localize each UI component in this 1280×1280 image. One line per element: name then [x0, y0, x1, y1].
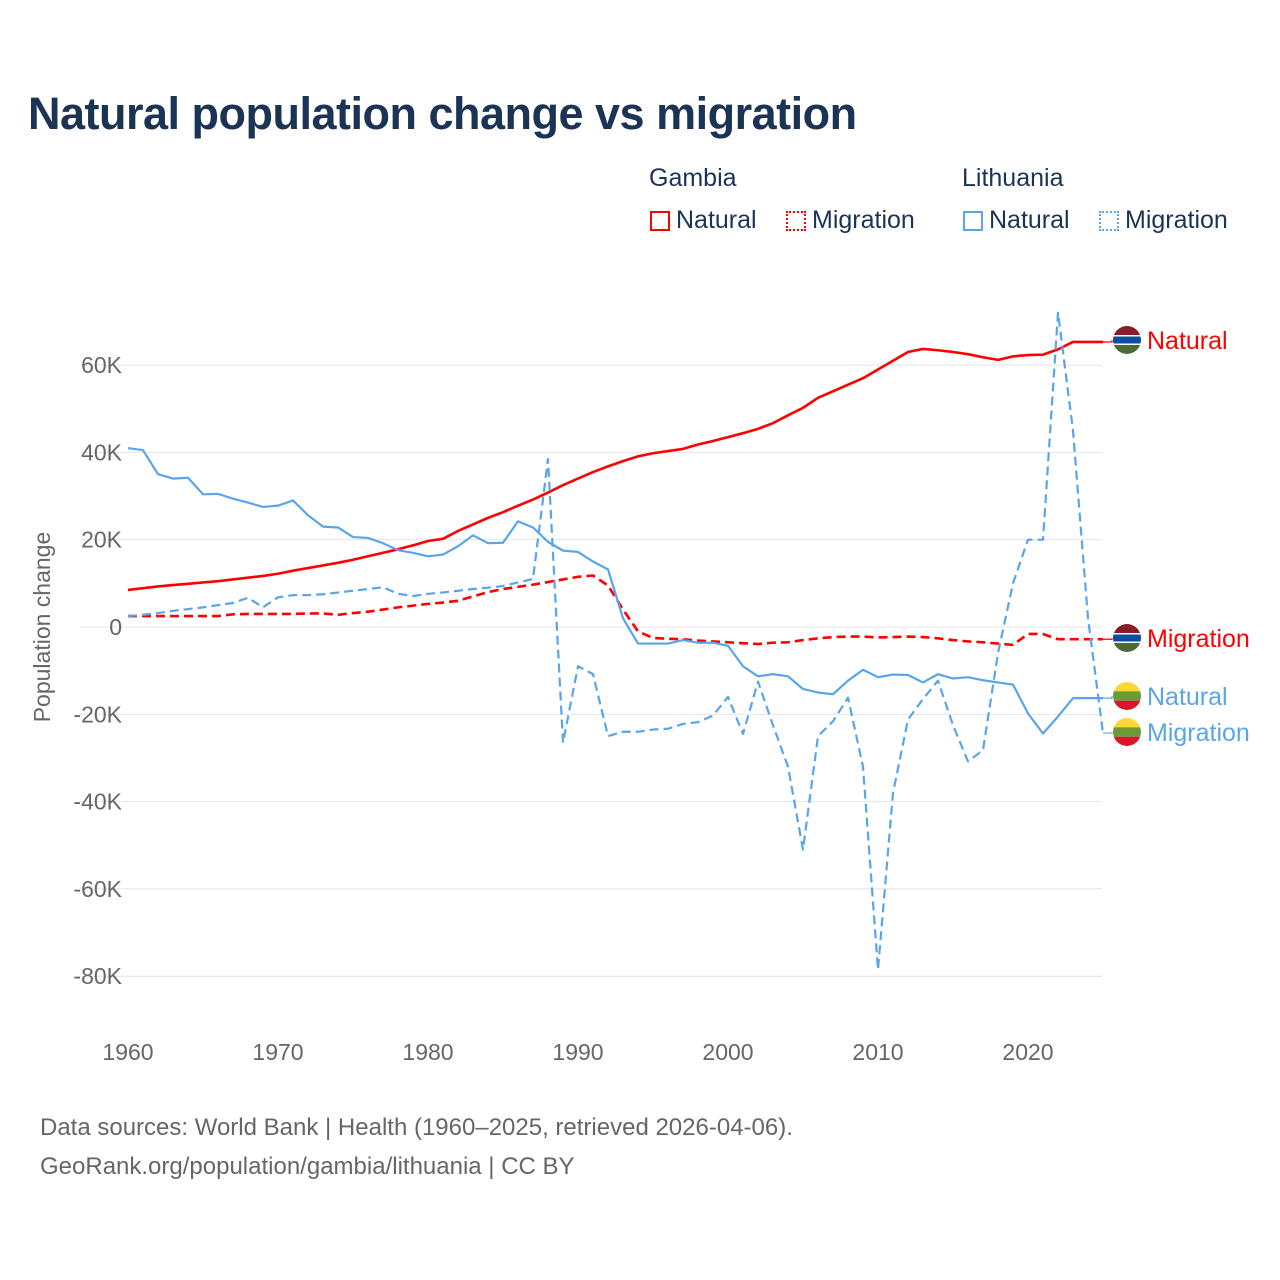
lithuania-flag-icon [1113, 718, 1141, 746]
chart-title: Natural population change vs migration [28, 88, 857, 139]
y-tick-label: -80K [73, 963, 122, 989]
end-label: Natural [1147, 327, 1228, 355]
y-tick-label: -20K [73, 701, 122, 727]
legend-group-gambia: Gambia [649, 164, 737, 192]
x-tick-label: 2000 [702, 1039, 753, 1065]
y-tick-label: 20K [81, 527, 123, 553]
series-line-lithuania-migration[interactable] [127, 311, 1105, 971]
end-labels: Natural Migration Natural Migration [1103, 326, 1250, 747]
lithuania-flag-icon [1113, 682, 1141, 710]
end-label-connector [1103, 340, 1113, 343]
legend-item-lithuania-migration[interactable]: Migration [1099, 206, 1228, 235]
legend-label: Migration [1125, 206, 1228, 234]
x-tick-label: 1970 [252, 1039, 303, 1065]
y-axis-label: Population change [29, 532, 55, 723]
attribution-link[interactable]: GeoRank.org/population/gambia/lithuania … [40, 1153, 575, 1180]
end-label: Migration [1147, 625, 1250, 653]
end-label: Natural [1147, 683, 1228, 711]
gambia-flag-icon [1113, 624, 1141, 652]
flag-band [1113, 326, 1141, 335]
series-line-gambia-migration[interactable] [128, 574, 1103, 647]
x-tick-label: 1980 [402, 1039, 453, 1065]
y-tick-label: 0 [109, 614, 122, 640]
x-tick-label: 2020 [1002, 1039, 1053, 1065]
flag-band [1113, 335, 1141, 337]
x-tick-label: 1990 [552, 1039, 603, 1065]
series-lines [127, 311, 1105, 971]
y-tick-label: -60K [73, 876, 122, 902]
x-tick-labels: 1960 1970 1980 1990 2000 2010 2020 [102, 1039, 1053, 1065]
flag-band [1113, 633, 1141, 635]
data-source-text: Data sources: World Bank | Health (1960–… [40, 1114, 793, 1141]
y-tick-labels: 60K 40K 20K 0 -20K -40K -60K -80K [73, 352, 122, 989]
legend-group-lithuania: Lithuania [962, 164, 1064, 192]
flag-band [1113, 624, 1141, 633]
flag-band [1113, 727, 1141, 737]
end-label-connector [1103, 638, 1113, 640]
series-line-lithuania-natural[interactable] [127, 446, 1103, 735]
gambia-flag-icon [1113, 326, 1141, 354]
x-tick-label: 2010 [852, 1039, 903, 1065]
y-tick-label: 60K [81, 352, 123, 378]
flag-band [1113, 691, 1141, 701]
flag-band [1113, 682, 1141, 692]
end-label-connector [1103, 696, 1113, 699]
legend-item-gambia-migration[interactable]: Migration [786, 206, 915, 235]
end-label-connector [1103, 732, 1113, 734]
flag-band [1113, 700, 1141, 710]
dotted-swatch-icon [1099, 210, 1119, 231]
solid-swatch-icon [963, 210, 983, 231]
legend-label: Migration [812, 206, 915, 234]
gridlines [80, 364, 1102, 977]
legend-label: Natural [989, 206, 1070, 234]
legend-item-gambia-natural[interactable]: Natural [650, 206, 757, 235]
series-line-gambia-natural[interactable] [127, 340, 1103, 592]
legend-item-lithuania-natural[interactable]: Natural [963, 206, 1070, 235]
flag-band [1113, 643, 1141, 652]
flag-band [1113, 736, 1141, 746]
flag-band [1113, 345, 1141, 354]
solid-swatch-icon [650, 210, 670, 231]
legend-label: Natural [676, 206, 757, 234]
flag-band [1113, 718, 1141, 728]
y-tick-label: -40K [73, 789, 122, 815]
footer: Data sources: World Bank | Health (1960–… [40, 1108, 793, 1186]
x-tick-label: 1960 [102, 1039, 153, 1065]
flag-band [1113, 343, 1141, 345]
flag-band [1113, 336, 1141, 344]
y-tick-label: 40K [81, 439, 123, 465]
flag-band [1113, 634, 1141, 642]
end-label: Migration [1147, 719, 1250, 747]
dotted-swatch-icon [786, 210, 806, 231]
flag-band [1113, 641, 1141, 643]
